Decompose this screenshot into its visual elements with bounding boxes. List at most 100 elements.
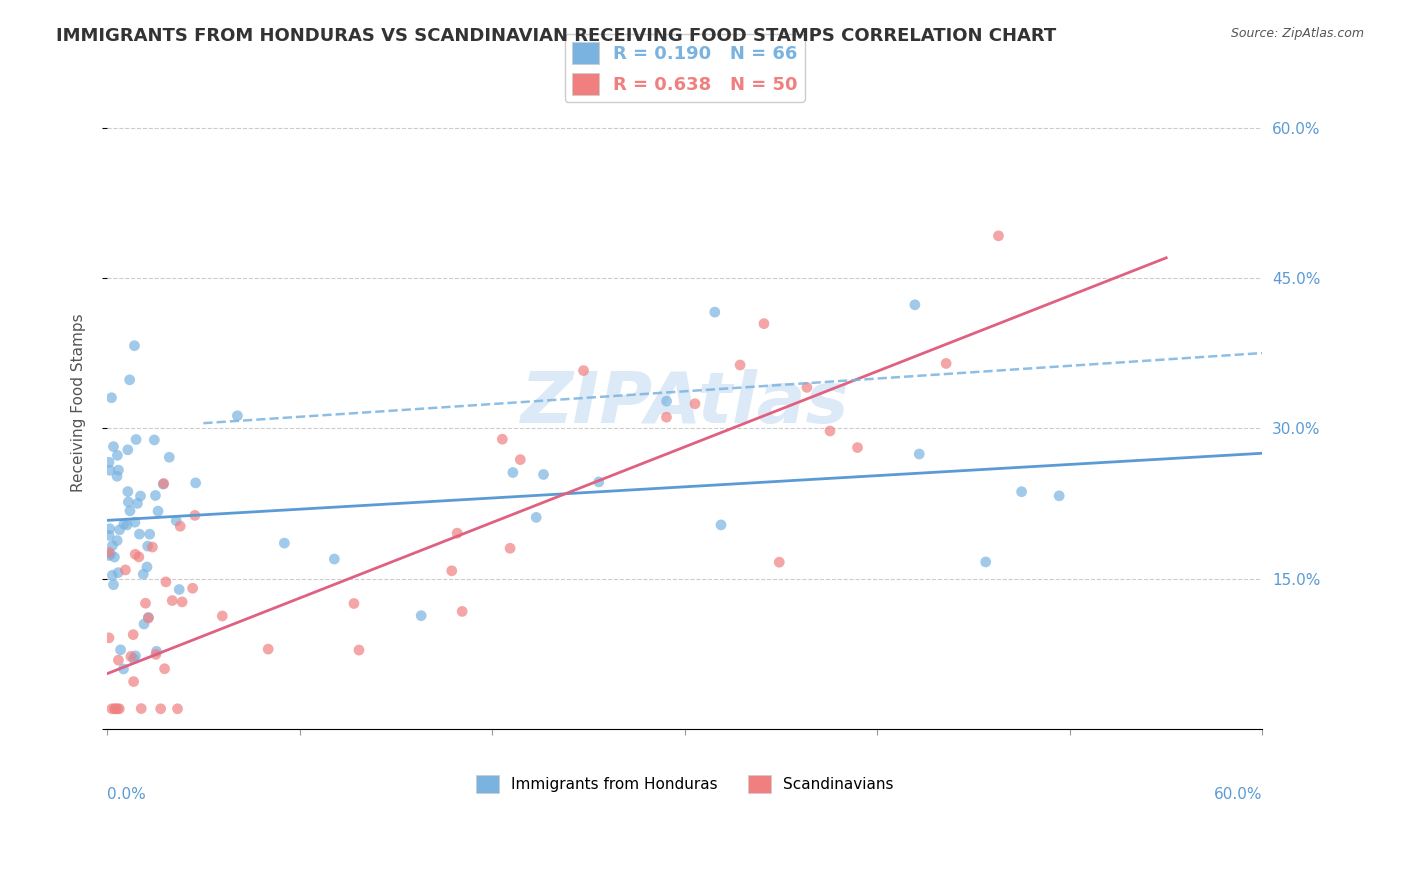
Point	[908, 447, 931, 461]
Point	[655, 410, 678, 425]
Point	[347, 643, 370, 657]
Text: Source: ZipAtlas.com: Source: ZipAtlas.com	[1230, 27, 1364, 40]
Point	[502, 466, 524, 480]
Point	[98, 463, 121, 477]
Point	[129, 489, 152, 503]
Point	[124, 547, 146, 561]
Point	[127, 496, 149, 510]
Point	[115, 517, 138, 532]
Point	[184, 475, 207, 490]
Point	[103, 578, 125, 592]
Point	[120, 649, 142, 664]
Point	[105, 533, 128, 548]
Point	[134, 596, 156, 610]
Point	[101, 568, 124, 582]
Point	[104, 702, 127, 716]
Point	[166, 702, 188, 716]
Point	[683, 397, 706, 411]
Point	[122, 627, 145, 641]
Point	[145, 488, 167, 502]
Point	[974, 555, 997, 569]
Point	[343, 597, 366, 611]
Point	[572, 363, 595, 377]
Point	[451, 604, 474, 618]
Point	[112, 662, 135, 676]
Point	[157, 450, 180, 465]
Point	[114, 563, 136, 577]
Point	[136, 560, 159, 574]
Point	[101, 702, 124, 716]
Point	[904, 298, 927, 312]
Point	[226, 409, 249, 423]
Point	[181, 581, 204, 595]
Point	[257, 642, 280, 657]
Point	[129, 701, 152, 715]
Point	[323, 552, 346, 566]
Point	[146, 504, 169, 518]
Point	[935, 356, 957, 370]
Point	[107, 448, 129, 462]
Point	[98, 528, 121, 542]
Point	[107, 463, 129, 477]
Point	[138, 611, 160, 625]
Point	[138, 527, 160, 541]
Point	[152, 477, 174, 491]
Point	[124, 515, 146, 529]
Point	[110, 642, 132, 657]
Point	[533, 467, 555, 482]
Point	[138, 610, 160, 624]
Point	[440, 564, 463, 578]
Point	[141, 540, 163, 554]
Point	[162, 593, 184, 607]
Point	[108, 702, 131, 716]
Point	[143, 433, 166, 447]
Point	[509, 452, 531, 467]
Point	[122, 674, 145, 689]
Point	[987, 228, 1010, 243]
Point	[100, 391, 122, 405]
Point	[165, 514, 187, 528]
Point	[411, 608, 433, 623]
Point	[117, 484, 139, 499]
Point	[710, 517, 733, 532]
Point	[107, 653, 129, 667]
Point	[107, 566, 129, 580]
Point	[491, 432, 513, 446]
Point	[103, 550, 125, 565]
Point	[211, 609, 233, 624]
Text: 0.0%: 0.0%	[107, 788, 146, 803]
Point	[846, 441, 869, 455]
Point	[524, 510, 547, 524]
Point	[132, 617, 155, 632]
Point	[108, 523, 131, 537]
Legend: Immigrants from Honduras, Scandinavians: Immigrants from Honduras, Scandinavians	[470, 769, 900, 799]
Point	[128, 549, 150, 564]
Point	[98, 631, 121, 645]
Point	[124, 648, 146, 663]
Point	[105, 469, 128, 483]
Point	[125, 433, 148, 447]
Point	[703, 305, 725, 319]
Point	[132, 567, 155, 582]
Point	[499, 541, 522, 556]
Point	[145, 644, 167, 658]
Point	[273, 536, 295, 550]
Point	[155, 574, 177, 589]
Y-axis label: Receiving Food Stamps: Receiving Food Stamps	[72, 314, 86, 492]
Point	[169, 519, 191, 533]
Point	[752, 317, 775, 331]
Point	[588, 475, 610, 489]
Point	[122, 652, 145, 666]
Point	[98, 549, 121, 563]
Point	[796, 380, 818, 394]
Point	[118, 504, 141, 518]
Point	[124, 339, 146, 353]
Point	[172, 595, 194, 609]
Point	[153, 662, 176, 676]
Point	[728, 358, 751, 372]
Point	[103, 440, 125, 454]
Point	[136, 539, 159, 553]
Point	[149, 702, 172, 716]
Point	[818, 424, 841, 438]
Point	[118, 373, 141, 387]
